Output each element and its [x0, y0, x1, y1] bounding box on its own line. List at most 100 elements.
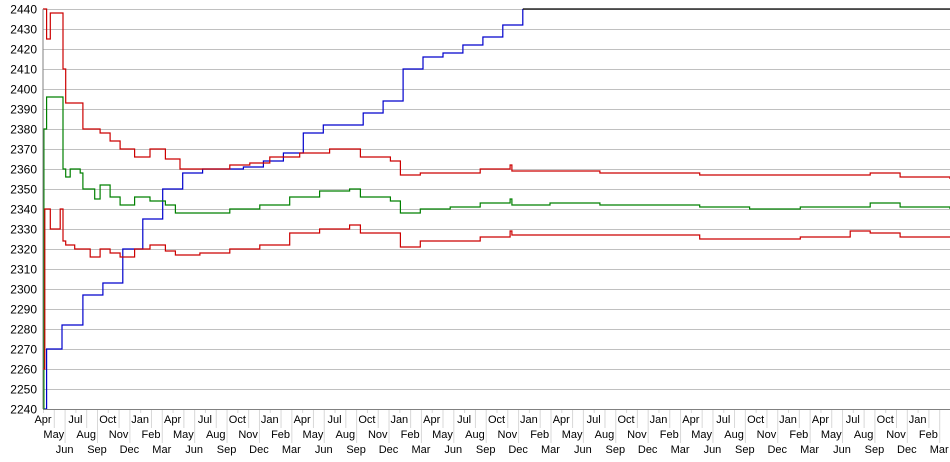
y-tick-label: 2390 — [10, 103, 37, 117]
x-tick-label: Feb — [141, 429, 160, 441]
x-tick-label: Aug — [336, 429, 356, 441]
x-tick-label: Oct — [618, 414, 635, 426]
x-tick-label: May — [173, 429, 194, 441]
series-line-4 — [43, 208, 950, 370]
x-tick-label: Feb — [271, 429, 290, 441]
y-tick-label: 2380 — [10, 123, 37, 137]
x-tick-label: Apr — [164, 414, 181, 426]
x-tick-label: Jan — [650, 414, 668, 426]
x-tick-label: Dec — [508, 444, 528, 456]
x-tick-label: Jul — [68, 414, 82, 426]
series-line-2 — [43, 8, 950, 179]
x-tick-label: Jul — [716, 414, 730, 426]
y-tick-label: 2350 — [10, 183, 37, 197]
x-tick-label: Mar — [800, 444, 819, 456]
y-tick-label: 2280 — [10, 323, 37, 337]
x-tick-label: Aug — [854, 429, 874, 441]
y-tick-label: 2400 — [10, 83, 37, 97]
y-tick-label: 2260 — [10, 363, 37, 377]
x-tick-label: Jan — [909, 414, 927, 426]
x-tick-label: Jan — [261, 414, 279, 426]
y-tick-label: 2310 — [10, 263, 37, 277]
x-tick-label: Sep — [346, 444, 366, 456]
x-tick-label: Apr — [423, 414, 440, 426]
x-tick-label: Mar — [152, 444, 171, 456]
x-tick-label: Jan — [390, 414, 408, 426]
x-tick-label: Jun — [315, 444, 333, 456]
y-tick-label: 2360 — [10, 163, 37, 177]
y-tick-label: 2240 — [10, 403, 37, 417]
x-tick-label: Apr — [34, 414, 51, 426]
x-tick-label: May — [432, 429, 453, 441]
x-tick-label: Aug — [724, 429, 744, 441]
x-tick-label: Dec — [767, 444, 787, 456]
x-tick-label: Jun — [833, 444, 851, 456]
x-tick-label: Feb — [789, 429, 808, 441]
x-tick-label: Dec — [249, 444, 269, 456]
y-tick-label: 2290 — [10, 303, 37, 317]
x-tick-label: Sep — [865, 444, 885, 456]
x-tick-label: Mar — [541, 444, 560, 456]
y-tick-label: 2330 — [10, 223, 37, 237]
series-line-0 — [43, 9, 524, 410]
y-tick-label: 2340 — [10, 203, 37, 217]
y-axis-ticks: 2240 2250 2260 2270 2280 2290 2300 2310 2320 2330… — [10, 3, 37, 417]
series-line-3 — [43, 96, 950, 410]
x-tick-label: Apr — [812, 414, 829, 426]
y-tick-label: 2370 — [10, 143, 37, 157]
x-tick-label: Apr — [294, 414, 311, 426]
x-tick-label: Jul — [198, 414, 212, 426]
x-tick-label: Jun — [56, 444, 74, 456]
y-tick-label: 2430 — [10, 23, 37, 37]
x-tick-label: Sep — [476, 444, 496, 456]
y-tick-label: 2270 — [10, 343, 37, 357]
y-tick-label: 2410 — [10, 63, 37, 77]
x-tick-label: May — [562, 429, 583, 441]
x-tick-label: Aug — [595, 429, 615, 441]
x-tick-label: Nov — [109, 429, 129, 441]
x-tick-label: Sep — [217, 444, 237, 456]
x-tick-label: Nov — [238, 429, 258, 441]
gridlines — [43, 9, 950, 410]
x-tick-label: Oct — [488, 414, 505, 426]
y-tick-label: 2440 — [10, 3, 37, 17]
x-tick-label: Jul — [328, 414, 342, 426]
x-tick-label: Nov — [886, 429, 906, 441]
x-tick-label: Feb — [401, 429, 420, 441]
x-tick-label: Dec — [379, 444, 399, 456]
y-tick-label: 2300 — [10, 283, 37, 297]
x-tick-label: Jan — [131, 414, 149, 426]
x-tick-label: Oct — [99, 414, 116, 426]
x-tick-label: Jul — [846, 414, 860, 426]
x-tick-label: Jun — [574, 444, 592, 456]
y-tick-label: 2420 — [10, 43, 37, 57]
x-tick-label: Sep — [87, 444, 107, 456]
x-tick-label: May — [691, 429, 712, 441]
x-tick-label: Nov — [368, 429, 388, 441]
x-tick-label: Jul — [457, 414, 471, 426]
y-tick-label: 2250 — [10, 383, 37, 397]
x-tick-label: Apr — [682, 414, 699, 426]
series-lines — [43, 8, 950, 410]
x-tick-label: May — [43, 429, 64, 441]
x-tick-label: Mar — [671, 444, 690, 456]
x-tick-label: Mar — [930, 444, 949, 456]
x-tick-label: Aug — [76, 429, 96, 441]
x-tick-label: Dec — [897, 444, 917, 456]
x-tick-label: Feb — [919, 429, 938, 441]
x-tick-label: Nov — [757, 429, 777, 441]
x-tick-label: May — [821, 429, 842, 441]
x-tick-label: Oct — [358, 414, 375, 426]
x-tick-label: Apr — [553, 414, 570, 426]
x-tick-label: Jul — [587, 414, 601, 426]
x-tick-label: Jun — [444, 444, 462, 456]
x-tick-label: Feb — [530, 429, 549, 441]
x-tick-label: Nov — [627, 429, 647, 441]
y-tick-label: 2320 — [10, 243, 37, 257]
x-tick-label: Aug — [465, 429, 485, 441]
x-tick-label: Feb — [660, 429, 679, 441]
x-tick-label: May — [303, 429, 324, 441]
x-tick-label: Sep — [605, 444, 625, 456]
x-tick-label: Sep — [735, 444, 755, 456]
x-tick-label: Jan — [520, 414, 538, 426]
